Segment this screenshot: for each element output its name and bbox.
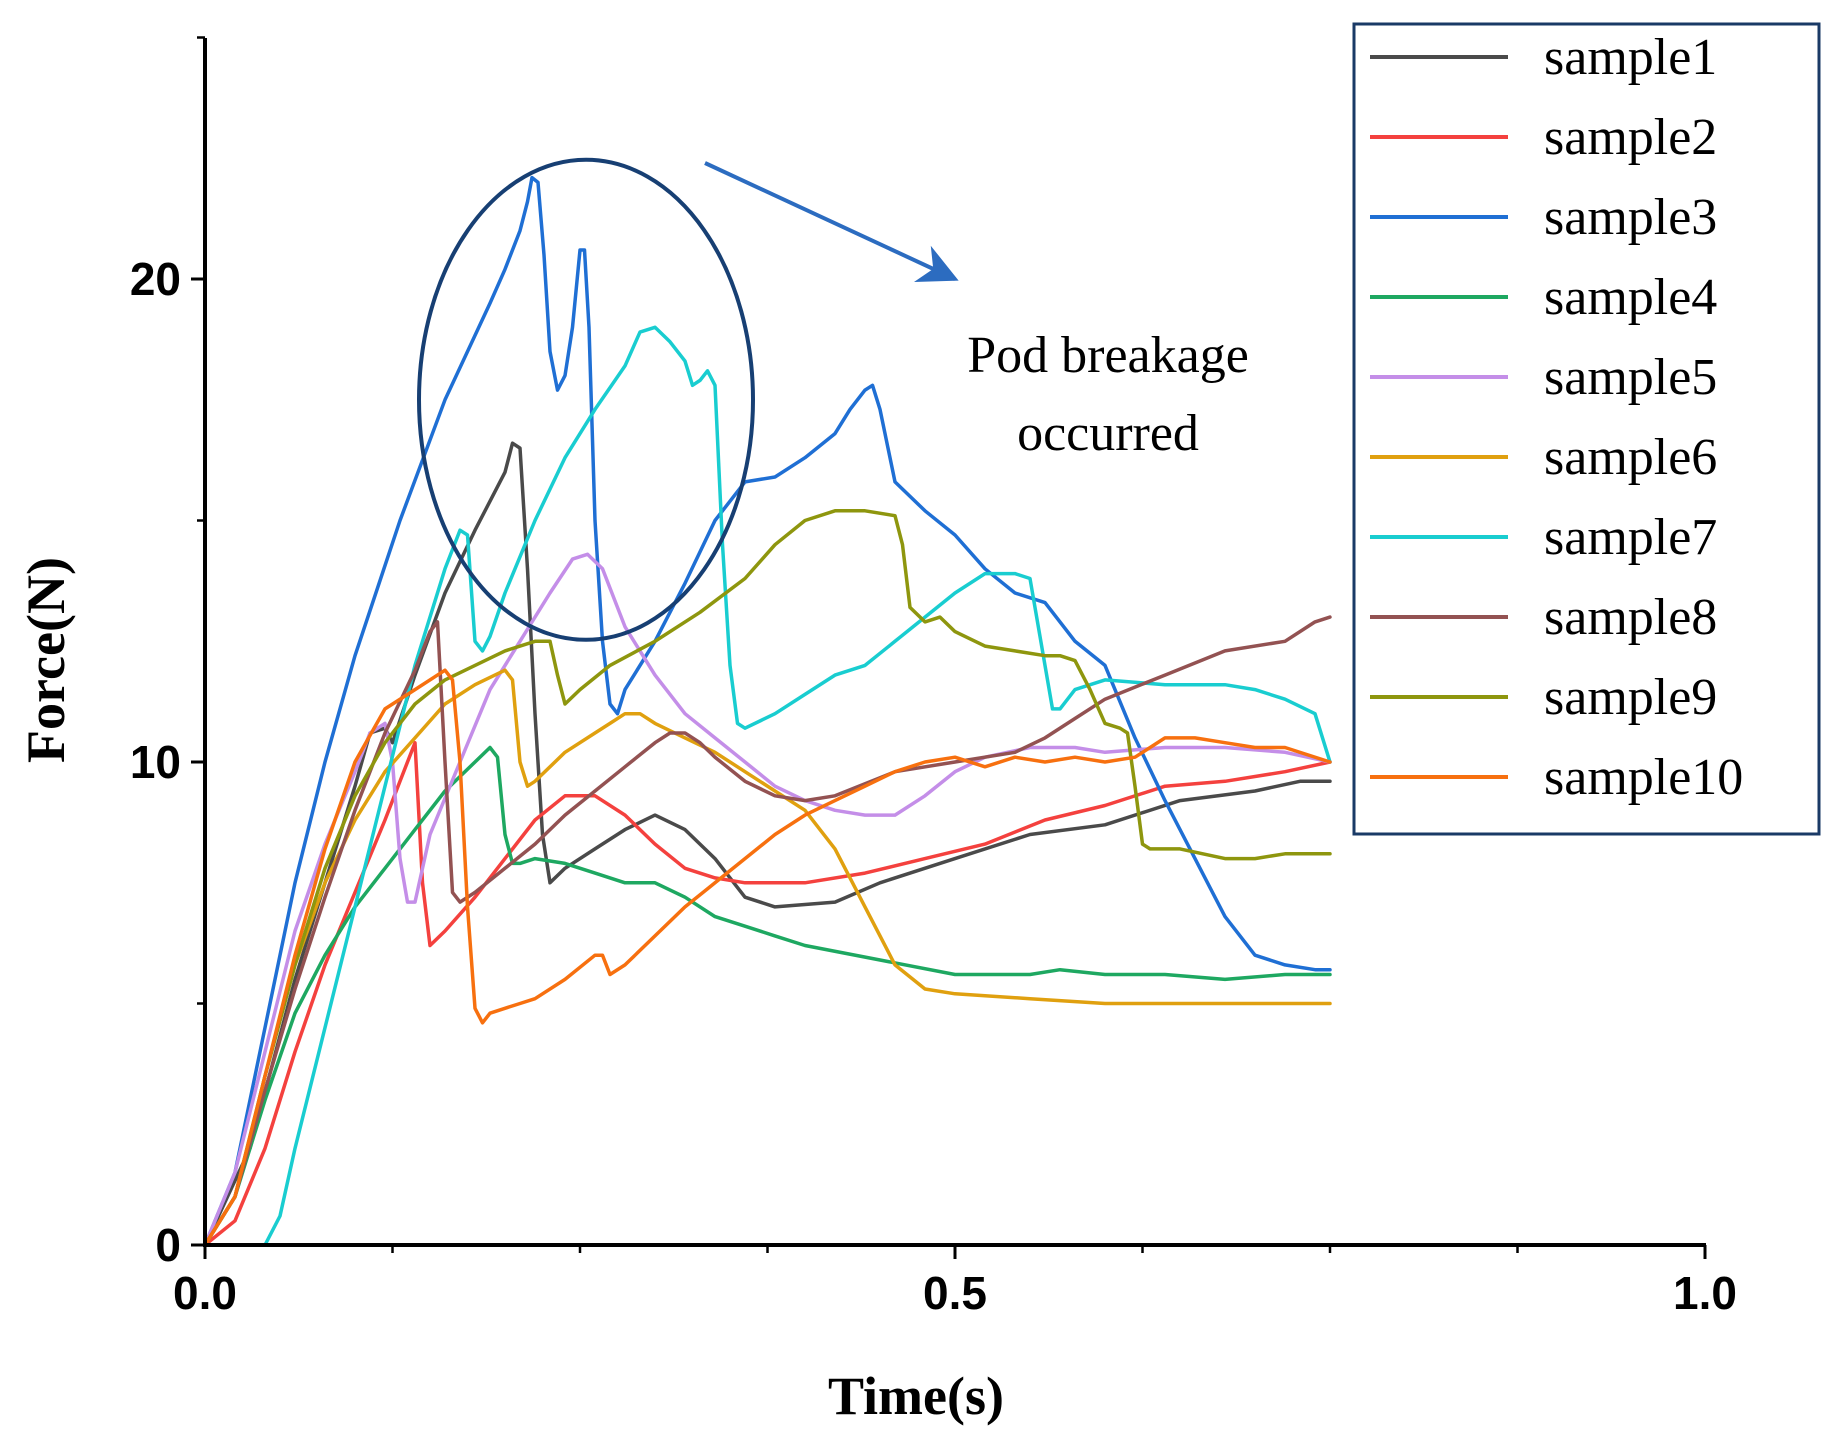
series-layer (203, 175, 1332, 1247)
ticks: 0.0 0.5 1.0 0 10 20 (130, 36, 1737, 1319)
legend-label-sample6: sample6 (1544, 429, 1717, 486)
x-tick-label: 0.5 (923, 1267, 987, 1319)
legend-label-sample3: sample3 (1544, 189, 1717, 246)
legend-label-sample1: sample1 (1544, 29, 1717, 86)
annotation-text-line2: occurred (1017, 405, 1199, 462)
series-line-sample10 (203, 668, 1332, 1247)
series-line-sample5 (203, 552, 1332, 1247)
series-line-sample4 (203, 745, 1332, 1247)
legend-label-sample10: sample10 (1544, 749, 1743, 806)
legend: sample1 sample2 sample3 sample4 sample5 sampl… (1352, 22, 1821, 836)
series-line-sample3 (203, 175, 1332, 1247)
breakage-ellipse (417, 157, 755, 642)
annotation-arrow (704, 161, 959, 282)
x-tick-label: 0.0 (173, 1267, 237, 1319)
series-line-sample1 (203, 441, 1332, 1247)
x-tick-label: 1.0 (1673, 1267, 1737, 1319)
x-axis-title: Time(s) (828, 1366, 1004, 1426)
legend-label-sample9: sample9 (1544, 669, 1717, 726)
series-line-sample8 (203, 615, 1332, 1247)
annotation-text-line1: Pod breakage (967, 327, 1249, 384)
annotation: Pod breakage occurred (417, 157, 1249, 642)
y-tick-label: 10 (130, 736, 181, 788)
y-tick-label: 0 (155, 1219, 181, 1271)
legend-label-sample5: sample5 (1544, 349, 1717, 406)
series-line-sample6 (203, 668, 1332, 1247)
y-axis-title: Force(N) (16, 557, 76, 763)
legend-label-sample2: sample2 (1544, 109, 1717, 166)
series-line-sample7 (203, 325, 1332, 1247)
series-line-sample2 (203, 740, 1332, 1247)
legend-items: sample1 sample2 sample3 sample4 sample5 sampl… (1370, 29, 1743, 806)
series-line-sample9 (203, 509, 1332, 1247)
y-tick-label: 20 (130, 253, 181, 305)
legend-label-sample8: sample8 (1544, 589, 1717, 646)
legend-label-sample7: sample7 (1544, 509, 1717, 566)
legend-label-sample4: sample4 (1544, 269, 1717, 326)
